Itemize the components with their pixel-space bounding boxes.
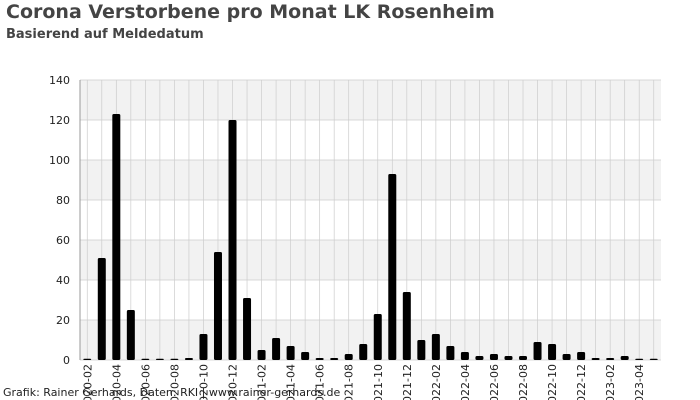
bar [155,358,164,360]
bar [359,344,368,360]
chart-subtitle: Basierend auf Meldedatum [6,27,204,42]
background-band [80,320,661,360]
x-tick-label: 2021-08 [343,364,356,400]
bar [446,346,455,360]
bar [141,358,150,360]
x-tick-label: 2020-04 [110,364,123,400]
background-band [80,160,661,200]
x-tick-label: 2020-08 [168,364,181,400]
bar [489,354,498,360]
x-tick-label: 2022-08 [517,364,530,400]
bar [213,252,222,360]
bar [431,334,440,360]
x-tick-label: 2020-06 [139,364,152,400]
bar [228,120,237,360]
bar [649,358,658,360]
bar [460,352,469,360]
bar [504,356,513,360]
bar [315,358,324,360]
x-tick-label: 2022-06 [488,364,501,400]
bar [577,352,586,360]
bar [373,314,382,360]
y-tick-label: 100 [49,154,70,167]
bar [620,356,629,360]
bar [475,356,484,360]
y-tick-label: 60 [56,234,70,247]
x-tick-label: 2023-02 [604,364,617,400]
bar [533,342,542,360]
x-tick-label: 2021-12 [401,364,414,400]
bar [83,358,92,360]
x-tick-label: 2022-04 [459,364,472,400]
x-tick-label: 2020-12 [227,364,240,400]
bar [112,114,121,360]
bar [170,358,179,360]
bar [388,174,397,360]
y-tick-label: 140 [49,74,70,87]
bar [344,354,353,360]
bar [417,340,426,360]
bar [184,358,193,360]
x-tick-label: 2021-06 [314,364,327,400]
bar [199,334,208,360]
x-tick-label: 2022-02 [430,364,443,400]
bar [257,350,266,360]
x-tick-label: 2020-10 [197,364,210,400]
bar [606,358,615,360]
bar [562,354,571,360]
bar [330,358,339,360]
y-tick-label: 20 [56,314,70,327]
bar [402,292,411,360]
chart-title: Corona Verstorbene pro Monat LK Rosenhei… [6,1,495,23]
y-tick-label: 80 [56,194,70,207]
x-tick-label: 2022-10 [546,364,559,400]
bar [243,298,252,360]
bar [301,352,310,360]
bar [548,344,557,360]
bar [519,356,528,360]
y-tick-label: 40 [56,274,70,287]
x-tick-label: 2021-10 [372,364,385,400]
bar [272,338,281,360]
bar [591,358,600,360]
bar [286,346,295,360]
bar [97,258,106,360]
x-tick-label: 2021-02 [256,364,269,400]
y-tick-label: 120 [49,114,70,127]
x-tick-label: 2022-12 [575,364,588,400]
background-band [80,240,661,280]
x-tick-label: 2020-02 [81,364,94,400]
bar [635,358,644,360]
credit-line: Grafik: Rainer Gerhards, Daten: RKI | ww… [3,386,341,399]
x-tick-label: 2023-04 [633,364,646,400]
background-band [80,80,661,120]
bar [126,310,135,360]
x-tick-label: 2021-04 [285,364,298,400]
y-tick-label: 0 [63,354,70,367]
